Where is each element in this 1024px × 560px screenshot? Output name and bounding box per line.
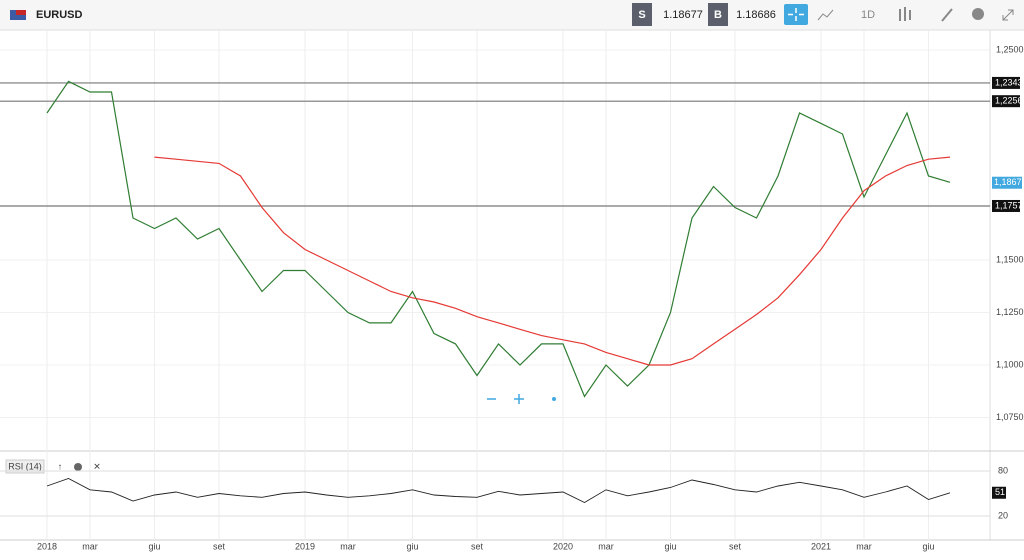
draw-button[interactable] bbox=[941, 8, 953, 22]
y-tick-label: 1,1000 bbox=[996, 359, 1024, 369]
rsi-close[interactable]: ✕ bbox=[93, 461, 101, 471]
sell-button[interactable] bbox=[632, 3, 652, 26]
rsi-button[interactable] bbox=[5, 459, 45, 474]
current-price-label: 1,18677 bbox=[994, 177, 1024, 187]
fullscreen-button[interactable] bbox=[1002, 9, 1014, 21]
y-tick-label: 1,1500 bbox=[996, 254, 1024, 264]
buy-price: 1.18686 bbox=[736, 9, 776, 21]
rsi-current-tag bbox=[992, 486, 1006, 499]
zoom-controls bbox=[478, 390, 568, 410]
x-tick-label: 2019 bbox=[295, 541, 315, 551]
sell-price: 1.18677 bbox=[663, 9, 703, 21]
x-tick-label: mar bbox=[856, 541, 872, 551]
x-tick-label: giu bbox=[148, 541, 160, 551]
x-tick-label: mar bbox=[598, 541, 614, 551]
flag-stripes bbox=[16, 10, 26, 15]
candles-button[interactable] bbox=[899, 7, 911, 21]
x-tick-label: set bbox=[213, 541, 226, 551]
price-line-label: 1,1757 bbox=[995, 200, 1023, 210]
rsi-move-up[interactable]: ↑ bbox=[58, 461, 63, 471]
y-tick-label: 1,2500 bbox=[996, 44, 1024, 54]
x-tick-label: 2020 bbox=[553, 541, 573, 551]
x-tick-label: 2018 bbox=[37, 541, 57, 551]
symbol: EURUSD bbox=[36, 9, 83, 21]
x-tick-label: giu bbox=[406, 541, 418, 551]
rsi-title[interactable]: RSI (14) bbox=[8, 461, 42, 471]
rsi-current-label: 51 bbox=[995, 487, 1005, 497]
rsi-tick-label: 20 bbox=[998, 510, 1008, 520]
series-line bbox=[46, 478, 951, 504]
x-tick-label: mar bbox=[82, 541, 98, 551]
price-line-label: 1,2343 bbox=[995, 77, 1023, 87]
price-line-label: 1,2256 bbox=[995, 96, 1023, 106]
sell-label[interactable]: S bbox=[638, 9, 645, 21]
price-line-tag bbox=[992, 199, 1020, 212]
zoom-buttons[interactable] bbox=[487, 394, 524, 404]
rsi-tick-label: 80 bbox=[998, 465, 1008, 475]
x-tick-label: 2021 bbox=[811, 541, 831, 551]
crosshair-icon bbox=[788, 8, 804, 21]
x-tick-label: mar bbox=[340, 541, 356, 551]
x-tick-label: set bbox=[729, 541, 742, 551]
timeframe[interactable]: 1D bbox=[861, 9, 875, 21]
settings-button[interactable] bbox=[972, 8, 984, 20]
toolbar bbox=[0, 0, 1024, 30]
chart-type-button[interactable] bbox=[817, 9, 834, 21]
current-price-tag bbox=[992, 176, 1022, 189]
y-tick-label: 1,1250 bbox=[996, 307, 1024, 317]
price-line-tag bbox=[992, 95, 1020, 108]
y-tick-label: 1,0750 bbox=[996, 412, 1024, 422]
x-tick-label: giu bbox=[664, 541, 676, 551]
series-line bbox=[154, 156, 951, 366]
share-button[interactable] bbox=[552, 397, 556, 401]
crosshair-button[interactable] bbox=[784, 4, 808, 25]
buy-label[interactable]: B bbox=[714, 9, 722, 21]
buy-button[interactable] bbox=[708, 3, 728, 26]
price-line-tag bbox=[992, 76, 1020, 89]
rsi-settings[interactable] bbox=[74, 463, 82, 471]
x-tick-label: giu bbox=[922, 541, 934, 551]
x-tick-label: set bbox=[471, 541, 484, 551]
series-line bbox=[46, 80, 951, 398]
